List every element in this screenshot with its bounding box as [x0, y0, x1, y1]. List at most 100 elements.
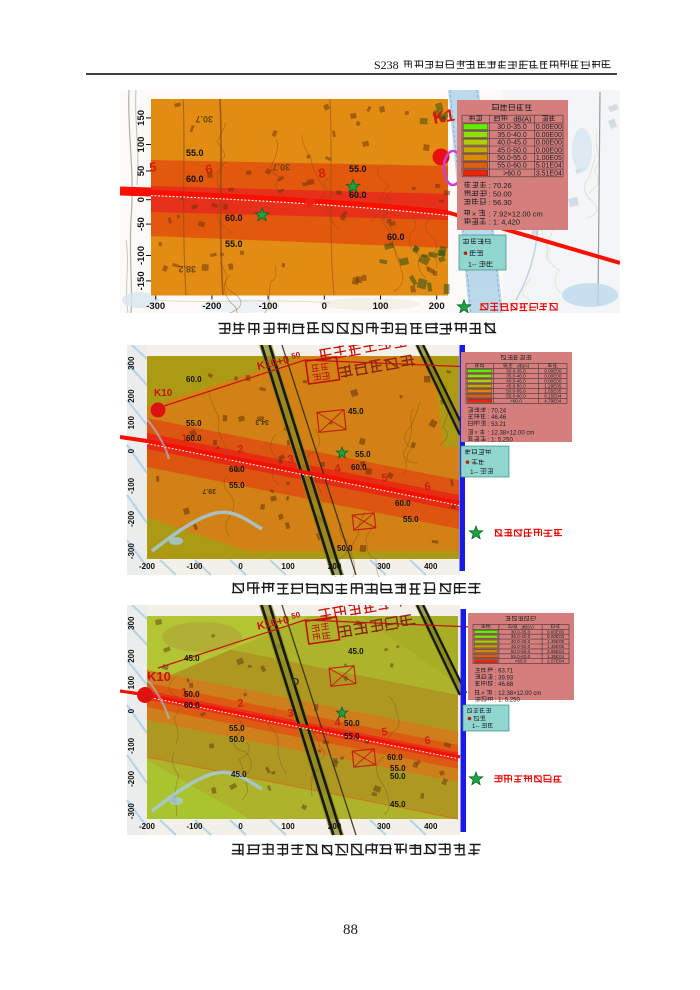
svg-text:1--: 1--	[470, 469, 478, 476]
svg-text:35.0-40.0: 35.0-40.0	[511, 634, 531, 639]
svg-text:1.29E05: 1.29E05	[544, 384, 562, 389]
svg-text:60.0: 60.0	[186, 174, 204, 184]
svg-text:45.0-50.0: 45.0-50.0	[511, 644, 531, 649]
svg-text:30.0-35.0: 30.0-35.0	[497, 124, 527, 131]
svg-text:1.00E05: 1.00E05	[536, 155, 562, 162]
svg-text:50.0: 50.0	[337, 544, 353, 553]
svg-text:200: 200	[127, 649, 136, 663]
svg-text:1: 1	[181, 432, 189, 445]
svg-text:-200: -200	[139, 562, 156, 571]
svg-text:3: 3	[287, 453, 295, 466]
svg-text:0.00E00: 0.00E00	[536, 132, 562, 139]
svg-text:60.0: 60.0	[387, 753, 403, 762]
svg-text:-300: -300	[127, 543, 136, 560]
svg-text:: 46.46: : 46.46	[488, 415, 507, 421]
svg-text:0.00E00: 0.00E00	[536, 147, 562, 154]
svg-text:2: 2	[237, 697, 245, 710]
svg-text:: 1: 4,420: : 1: 4,420	[489, 218, 520, 227]
svg-text:: 1: 5,250: : 1: 5,250	[495, 697, 521, 703]
svg-text:6: 6	[424, 735, 432, 748]
svg-text:300: 300	[127, 616, 136, 630]
svg-text:40.0-45.0: 40.0-45.0	[497, 140, 527, 147]
svg-text:>60.0: >60.0	[515, 659, 527, 664]
svg-text:45.0: 45.0	[348, 407, 364, 416]
svg-text:1.55E05: 1.55E05	[544, 389, 562, 394]
svg-text:6.15E04: 6.15E04	[544, 394, 562, 399]
svg-text:60.0: 60.0	[395, 499, 411, 508]
svg-text:1.45E05: 1.45E05	[547, 644, 565, 649]
svg-text:60.0: 60.0	[349, 190, 367, 200]
svg-text:400: 400	[424, 822, 438, 831]
svg-text:-100: -100	[127, 477, 136, 494]
svg-text:55.0-60.0: 55.0-60.0	[497, 163, 527, 170]
svg-text:1--: 1--	[468, 262, 477, 269]
svg-text:39.7: 39.7	[202, 487, 216, 494]
svg-text:K1: K1	[431, 105, 456, 127]
svg-text:3.95E04: 3.95E04	[547, 649, 565, 654]
svg-text:55.0: 55.0	[355, 450, 371, 459]
svg-text:dB(A): dB(A)	[513, 117, 531, 124]
svg-text:50.0-55.0: 50.0-55.0	[506, 389, 526, 394]
svg-text:55.0: 55.0	[229, 724, 245, 733]
svg-text:0: 0	[238, 562, 243, 571]
svg-text:-200: -200	[202, 301, 221, 312]
svg-text:50: 50	[136, 166, 147, 177]
svg-text:: 70.26: : 70.26	[489, 181, 512, 190]
svg-text:400: 400	[424, 562, 438, 571]
svg-text:45.0: 45.0	[390, 800, 406, 809]
svg-text:45.0-50.0: 45.0-50.0	[497, 147, 527, 154]
svg-text:×: ×	[481, 691, 485, 697]
svg-text:50.0: 50.0	[184, 690, 200, 699]
svg-text:-300: -300	[146, 301, 165, 312]
svg-text:60.0: 60.0	[225, 213, 243, 223]
svg-text:50: 50	[290, 610, 301, 621]
svg-text:2.07E04: 2.07E04	[547, 659, 565, 664]
svg-text:×: ×	[474, 431, 478, 437]
svg-text:38.2: 38.2	[178, 264, 196, 274]
svg-text:: 56.30: : 56.30	[489, 198, 512, 207]
svg-text:-50: -50	[136, 217, 147, 231]
svg-text:100: 100	[373, 301, 389, 312]
svg-text:100: 100	[281, 822, 295, 831]
svg-text:1.35E05: 1.35E05	[547, 639, 565, 644]
svg-text:: 12.38×12.00 cm: : 12.38×12.00 cm	[488, 431, 535, 437]
svg-text:K10: K10	[154, 388, 173, 399]
svg-text:: 63.71: : 63.71	[495, 669, 514, 675]
svg-text:-300: -300	[127, 803, 136, 820]
svg-text:0: 0	[238, 822, 243, 831]
svg-text:45.0: 45.0	[184, 654, 200, 663]
svg-text:>60.0: >60.0	[503, 170, 521, 177]
svg-text:300: 300	[127, 356, 136, 370]
svg-text:55.0: 55.0	[344, 732, 360, 741]
svg-text:9.00E03: 9.00E03	[547, 634, 565, 639]
svg-text:60.0: 60.0	[229, 465, 245, 474]
svg-text:100: 100	[127, 415, 136, 429]
svg-text:100: 100	[136, 137, 147, 153]
svg-text:30.7: 30.7	[272, 162, 290, 172]
svg-text:1: 1	[181, 686, 189, 699]
svg-text:60.0: 60.0	[387, 232, 405, 242]
svg-text:-100: -100	[136, 246, 147, 265]
svg-text:30.7: 30.7	[195, 114, 213, 124]
svg-text:40.0-45.0: 40.0-45.0	[511, 639, 531, 644]
svg-text:60.0: 60.0	[186, 375, 202, 384]
svg-text:: 12.38×12.00 cm: : 12.38×12.00 cm	[495, 691, 542, 697]
svg-text:dB(A): dB(A)	[517, 364, 530, 370]
svg-text:: 1: 5,250: : 1: 5,250	[488, 437, 514, 443]
svg-text:3.51E04: 3.51E04	[536, 170, 562, 177]
svg-text:5: 5	[381, 726, 389, 739]
svg-text:55.0: 55.0	[186, 148, 204, 158]
svg-text:35.0-40.0: 35.0-40.0	[497, 132, 527, 139]
svg-text:0: 0	[136, 197, 147, 202]
svg-text:35.0-40.0: 35.0-40.0	[506, 374, 526, 379]
svg-text:0.00E00: 0.00E00	[544, 379, 562, 384]
svg-text:6: 6	[424, 481, 432, 494]
svg-text:2: 2	[237, 443, 245, 456]
svg-text:5: 5	[381, 472, 389, 485]
svg-text:55.0: 55.0	[390, 764, 406, 773]
svg-text:4: 4	[334, 717, 343, 730]
svg-text:0.00E00: 0.00E00	[536, 140, 562, 147]
svg-text:0.00E00: 0.00E00	[544, 369, 562, 374]
svg-text:0.00E00: 0.00E00	[536, 124, 562, 131]
svg-text:0: 0	[127, 708, 136, 713]
